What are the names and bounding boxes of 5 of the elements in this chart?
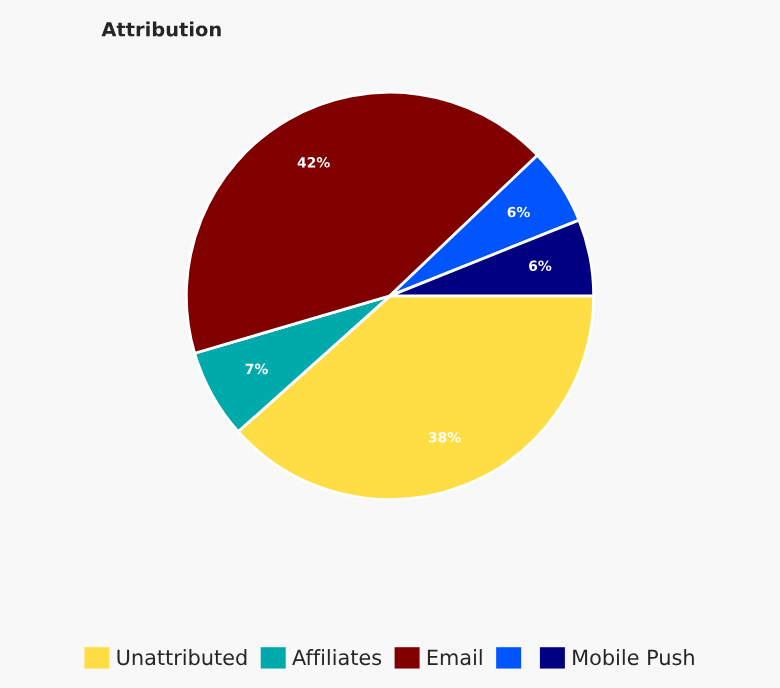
legend-label: Affiliates bbox=[292, 649, 382, 666]
chart-title: Attribution bbox=[101, 21, 221, 37]
legend-label: Mobile Push bbox=[573, 649, 694, 666]
legend-label: Email bbox=[427, 649, 482, 666]
legend-label: Unattributed bbox=[117, 649, 247, 666]
